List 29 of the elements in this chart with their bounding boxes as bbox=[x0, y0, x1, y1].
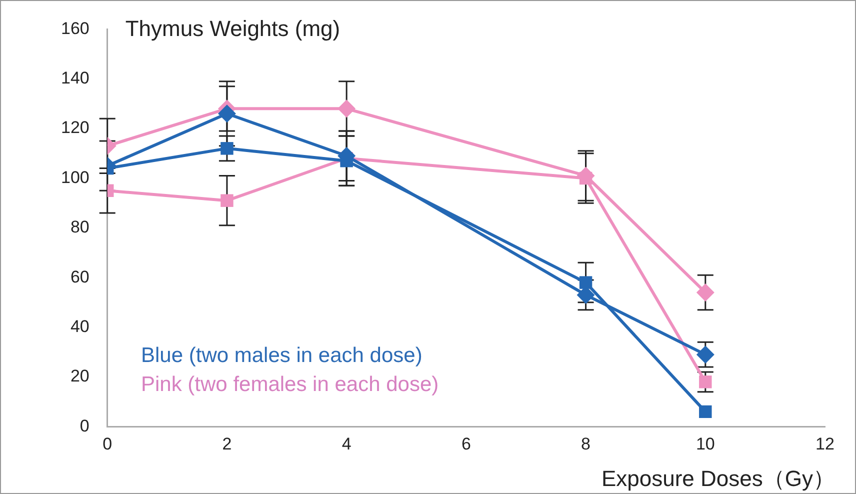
point bbox=[220, 142, 234, 155]
point bbox=[338, 100, 356, 118]
point bbox=[696, 346, 714, 364]
x-tick-label: 0 bbox=[102, 434, 112, 454]
point bbox=[696, 283, 714, 302]
y-tick-label: 160 bbox=[60, 18, 90, 38]
y-tick-label: 0 bbox=[80, 416, 90, 436]
point bbox=[699, 405, 712, 418]
point bbox=[576, 166, 595, 185]
y-tick-label: 80 bbox=[70, 218, 90, 237]
point bbox=[579, 276, 592, 289]
x-tick-label: 4 bbox=[342, 434, 352, 454]
x-tick-label: 6 bbox=[461, 434, 471, 454]
y-tick-label: 40 bbox=[70, 316, 90, 336]
x-axis-title: Exposure Doses（Gy） bbox=[601, 466, 835, 492]
y-tick-label: 140 bbox=[60, 68, 90, 88]
x-tick-label: 2 bbox=[222, 434, 232, 454]
y-tick-label: 120 bbox=[60, 118, 90, 138]
annotation: Pink (two females in each dose) bbox=[141, 372, 439, 398]
y-tick-label: 20 bbox=[70, 366, 90, 386]
point bbox=[218, 104, 236, 123]
y-tick-label: 100 bbox=[60, 168, 90, 187]
point bbox=[220, 194, 234, 207]
x-tick-label: 8 bbox=[581, 434, 591, 454]
x-tick-label: 10 bbox=[696, 434, 715, 454]
x-tick-label: 12 bbox=[816, 434, 834, 454]
y-axis-title: Thymus Weights (mg) bbox=[125, 16, 340, 42]
y-tick-label: 60 bbox=[70, 267, 90, 286]
annotation: Blue (two males in each dose) bbox=[141, 343, 424, 369]
